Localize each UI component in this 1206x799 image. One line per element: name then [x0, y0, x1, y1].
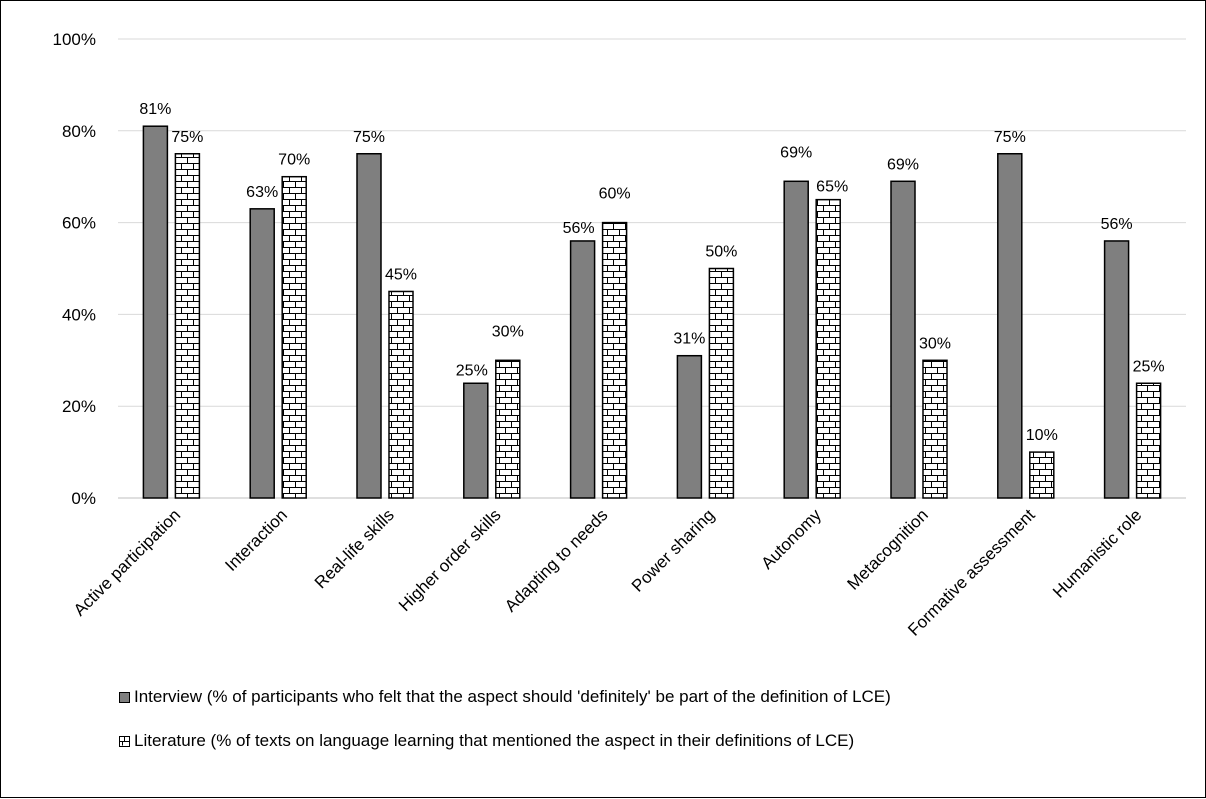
- data-label-interview: 81%: [139, 101, 171, 118]
- bar-interview: [1103, 240, 1130, 499]
- bar-literature: [281, 175, 307, 499]
- x-tick-label: Real-life skills: [311, 505, 398, 592]
- bar-interview: [356, 153, 382, 499]
- data-label-interview: 56%: [563, 220, 595, 237]
- x-tick-label: Autonomy: [757, 505, 825, 573]
- y-tick-label: 60%: [62, 214, 96, 233]
- data-label-literature: 10%: [1026, 427, 1058, 444]
- y-tick-label: 40%: [62, 305, 96, 324]
- x-tick-label: Power sharing: [628, 505, 718, 595]
- data-label-literature: 75%: [171, 129, 203, 146]
- data-label-interview: 75%: [353, 129, 385, 146]
- x-tick-label: Metacognition: [844, 505, 932, 593]
- bar-literature: [1029, 451, 1055, 499]
- bar-literature: [1135, 382, 1162, 499]
- bar-interview: [890, 180, 916, 499]
- data-label-literature: 45%: [385, 266, 417, 283]
- x-tick-label: Humanistic role: [1049, 505, 1145, 601]
- bar-interview: [463, 382, 489, 499]
- data-label-literature: 25%: [1133, 358, 1165, 375]
- bar-interview: [997, 153, 1023, 499]
- data-label-interview: 75%: [994, 129, 1026, 146]
- legend-entry-interview: Interview (% of participants who felt th…: [119, 687, 891, 707]
- y-tick-label: 100%: [53, 30, 96, 49]
- bar-literature: [601, 221, 628, 499]
- bar-literature: [922, 359, 948, 499]
- y-tick-label: 0%: [71, 489, 96, 508]
- data-label-interview: 25%: [456, 362, 488, 379]
- bar-interview: [569, 240, 596, 499]
- legend-label-literature: Literature (% of texts on language learn…: [134, 731, 855, 750]
- data-label-literature: 30%: [919, 335, 951, 352]
- legend-entry-literature: Literature (% of texts on language learn…: [119, 731, 854, 751]
- data-label-literature: 50%: [705, 244, 737, 261]
- data-label-literature: 60%: [599, 186, 631, 203]
- data-label-interview: 63%: [246, 184, 278, 201]
- y-tick-label: 80%: [62, 122, 96, 141]
- bar-interview: [676, 354, 703, 499]
- x-tick-label: Higher order skills: [395, 505, 505, 615]
- bar-literature: [708, 267, 735, 499]
- legend-label-interview: Interview (% of participants who felt th…: [134, 687, 891, 706]
- bar-literature: [174, 153, 201, 499]
- data-label-interview: 31%: [673, 331, 705, 348]
- data-label-literature: 30%: [492, 323, 524, 340]
- bar-literature: [388, 290, 414, 499]
- data-label-interview: 56%: [1101, 216, 1133, 233]
- bar-literature: [495, 359, 521, 499]
- x-tick-label: Active participation: [70, 505, 184, 619]
- legend-swatch-interview: [119, 691, 130, 703]
- bar-literature: [815, 198, 841, 499]
- data-label-interview: 69%: [780, 144, 812, 161]
- legend-swatch-literature: [119, 735, 130, 747]
- data-label-interview: 69%: [887, 156, 919, 173]
- data-label-literature: 70%: [278, 152, 310, 169]
- bar-interview: [142, 125, 169, 499]
- bar-interview: [783, 180, 809, 499]
- x-tick-label: Adapting to needs: [501, 505, 611, 615]
- bar-interview: [249, 208, 275, 499]
- data-label-literature: 65%: [816, 179, 848, 196]
- x-tick-label: Interaction: [221, 505, 291, 575]
- y-tick-label: 20%: [62, 397, 96, 416]
